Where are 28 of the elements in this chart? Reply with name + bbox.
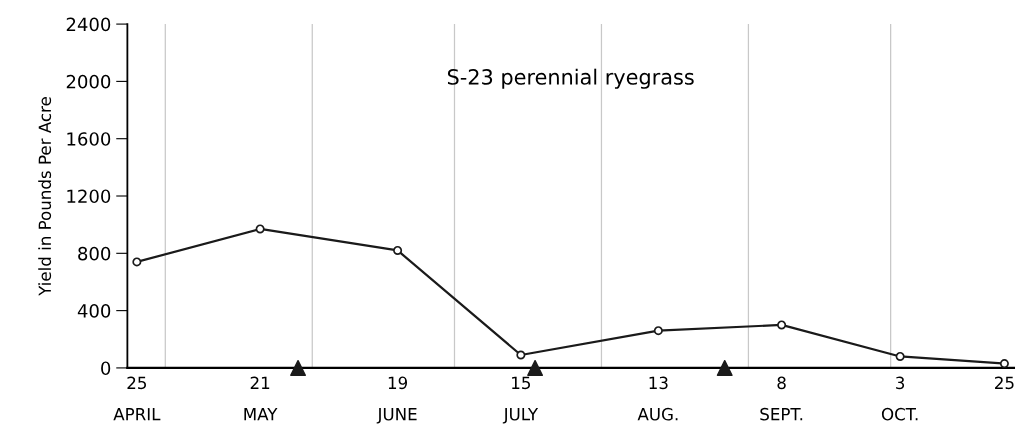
x-tick-label: 25 (995, 376, 1014, 390)
point (290, 359, 307, 376)
text: S-23 perennial ryegrass (447, 68, 694, 89)
point (132, 257, 142, 267)
y-tick-label: 0 (101, 361, 111, 376)
point (393, 245, 403, 255)
point (527, 359, 544, 376)
x-tick-label: 8 SEPT. (760, 376, 803, 421)
y-tick-label: 1600 (67, 132, 111, 146)
y-tick-label: 2400 (66, 17, 111, 32)
y-tick-label: 800 (78, 246, 111, 261)
point (895, 351, 905, 361)
y-axis-title: Yield in Pounds Per Acre (38, 97, 52, 296)
x-tick-label: 15 JULY (502, 376, 539, 424)
x-tick-label: 19 JUNE (376, 376, 417, 424)
x-tick-label: 21 MAY (244, 376, 278, 421)
y-tick-label: 2000 (66, 74, 111, 89)
point (255, 224, 265, 234)
point (777, 320, 787, 330)
point (653, 326, 663, 336)
y-tick-label: 400 (77, 304, 111, 318)
y-tick-label: 1200 (67, 189, 111, 204)
x-tick-label: 25 APRIL (113, 376, 161, 421)
x-tick-label: 3 OCT. (881, 376, 918, 421)
point (999, 359, 1009, 368)
point (516, 350, 526, 360)
point (716, 359, 733, 376)
x-tick-label: 13 AUG. (637, 376, 678, 421)
